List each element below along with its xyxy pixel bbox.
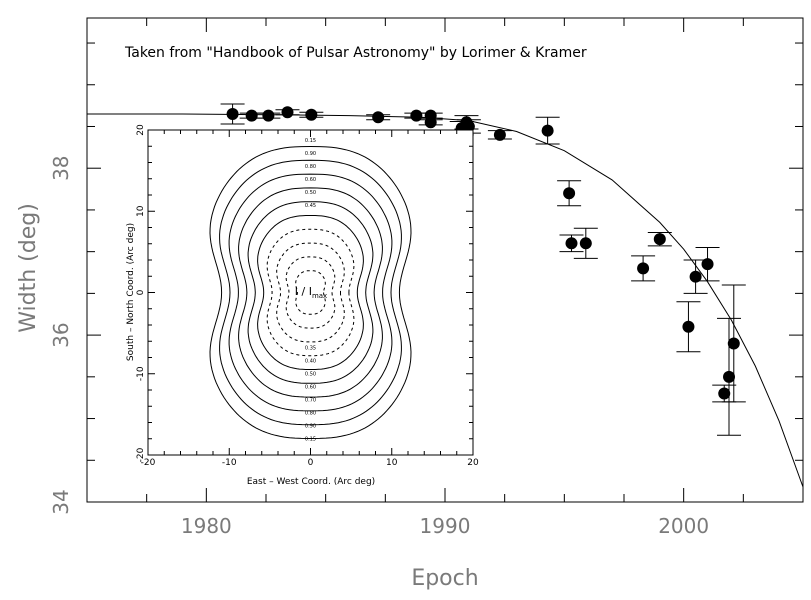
y-tick-label: 38 (49, 155, 73, 180)
inset-contours (209, 145, 412, 440)
inset-y-tick-label: -20 (136, 447, 146, 462)
data-point (631, 255, 656, 282)
source-annotation: Taken from "Handbook of Pulsar Astronomy… (124, 45, 587, 61)
y-axis-title: Width (deg) (16, 203, 41, 333)
data-marker (723, 370, 736, 383)
contour-label: 0.80 (305, 164, 316, 170)
contour-line (228, 173, 393, 412)
contour-line (247, 201, 374, 384)
inset-y-tick-label: 20 (136, 124, 146, 136)
data-point (487, 128, 512, 141)
inset-y-tick-label: 0 (136, 289, 146, 295)
contour-line (285, 256, 336, 329)
contour-label: 0.15 (305, 138, 316, 144)
x-tick-label: 1990 (420, 514, 471, 538)
inset-tick-marks (147, 129, 474, 456)
data-point (573, 227, 598, 259)
contour-line (219, 159, 402, 426)
inset-x-tick-label: 10 (386, 458, 398, 468)
data-marker (262, 109, 275, 122)
data-marker (579, 237, 592, 250)
data-points (220, 103, 746, 436)
inset-x-tick-label: -10 (222, 458, 237, 468)
data-point (256, 109, 281, 122)
inset-center-label-sub: max (312, 292, 327, 300)
data-marker (653, 233, 666, 246)
inset-x-tick-label: 20 (467, 458, 479, 468)
inset-tick-labels: -20 -10 0 10 20 -20 -10 0 10 20 (136, 124, 479, 468)
inset-y-tick-label: -10 (136, 366, 146, 381)
data-marker (689, 270, 702, 283)
data-point (535, 116, 560, 145)
data-marker (462, 120, 475, 133)
data-marker (424, 116, 437, 129)
x-axis-title: Epoch (411, 566, 478, 591)
inset-x-axis-title: East – West Coord. (Arc deg) (247, 477, 375, 487)
data-marker (305, 108, 318, 121)
contour-label: 0.70 (305, 397, 316, 403)
data-point (695, 246, 720, 282)
data-marker (372, 111, 385, 124)
data-point (712, 384, 737, 403)
contour-label: 0.60 (305, 384, 316, 390)
contour-line (257, 215, 364, 370)
data-point (418, 116, 443, 129)
data-marker (541, 124, 554, 137)
y-tick-label: 36 (49, 322, 73, 347)
data-marker (565, 237, 578, 250)
contour-label: 0.60 (305, 177, 316, 183)
contour-line (276, 242, 345, 343)
data-point (559, 234, 584, 253)
main-tick-marks (86, 18, 804, 503)
data-marker (493, 128, 506, 141)
inset-frame (147, 129, 474, 456)
contour-label: 0.45 (305, 203, 316, 209)
data-point (676, 301, 701, 353)
contour-label: 0.15 (305, 436, 316, 442)
inset-x-tick-label: -20 (141, 458, 156, 468)
data-point (366, 111, 391, 124)
contour-label: 0.40 (305, 358, 316, 364)
contour-label: 0.50 (305, 371, 316, 377)
data-marker (701, 258, 714, 271)
inset-center-label: I / Imax (295, 285, 327, 300)
data-marker (226, 107, 239, 120)
contour-label: 0.90 (305, 151, 316, 157)
contour-line (266, 228, 355, 357)
data-marker (637, 262, 650, 275)
contour-line (295, 270, 326, 315)
inset-contour-labels: 0.15 0.90 0.80 0.60 0.50 0.45 0.35 0.40 0.50 0.60… (305, 138, 316, 442)
data-point (299, 108, 324, 121)
data-point (220, 103, 245, 125)
inset-y-axis-title: South – North Coord. (Arc deg) (126, 223, 136, 361)
data-point (721, 284, 746, 403)
data-point (647, 231, 672, 247)
inset-x-tick-label: 0 (308, 458, 314, 468)
data-marker (245, 109, 258, 122)
y-tick-label: 34 (49, 489, 73, 514)
inset-y-tick-label: 10 (136, 205, 146, 217)
data-marker (682, 320, 695, 333)
contour-line (209, 145, 412, 440)
data-point (275, 106, 300, 119)
data-marker (727, 337, 740, 350)
contour-label: 0.80 (305, 410, 316, 416)
data-marker (718, 387, 731, 400)
data-marker (563, 187, 576, 200)
x-tick-label: 2000 (658, 514, 709, 538)
data-point (557, 180, 582, 207)
contour-label: 0.35 (305, 345, 316, 351)
contour-label: 0.90 (305, 423, 316, 429)
x-tick-label: 1980 (181, 514, 232, 538)
data-point (239, 109, 264, 122)
contour-line (238, 187, 383, 398)
data-marker (281, 106, 294, 119)
inset-center-label-main: I / I (295, 285, 312, 298)
data-point (717, 317, 742, 436)
contour-label: 0.50 (305, 190, 316, 196)
